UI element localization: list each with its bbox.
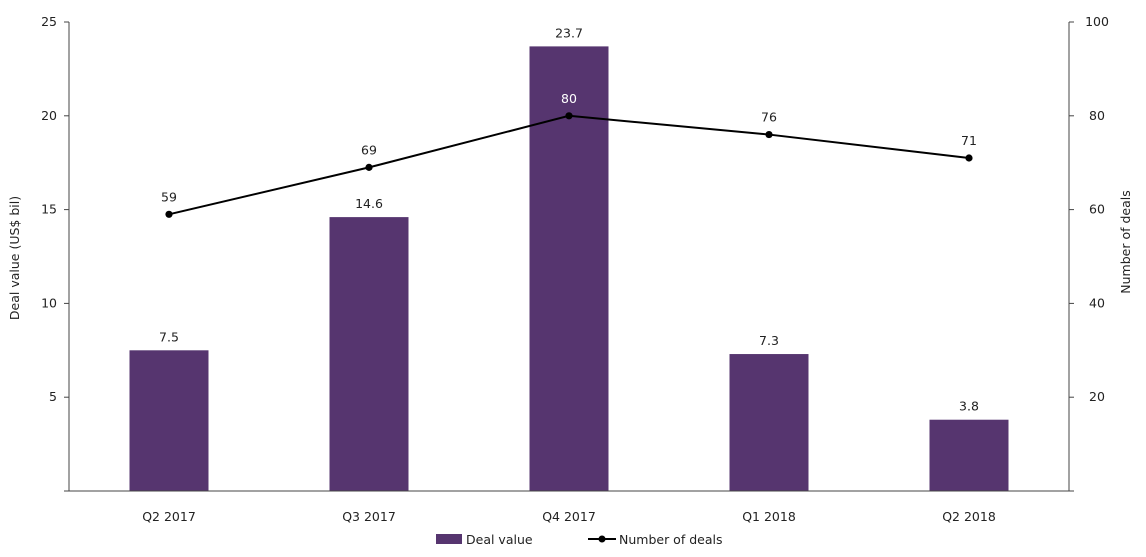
x-axis-tick-label: Q2 2017 <box>142 509 196 524</box>
line-data-label: 69 <box>361 142 377 157</box>
line-point <box>965 154 973 162</box>
bar-data-label: 14.6 <box>355 196 383 211</box>
left-axis-tick-label: 15 <box>41 202 57 217</box>
right-axis-tick-label: 20 <box>1089 389 1105 404</box>
right-axis-title: Number of deals <box>1118 190 1133 293</box>
bar-deal-value <box>929 419 1009 491</box>
right-axis-tick-label: 80 <box>1089 108 1105 123</box>
x-axis-tick-label: Q3 2017 <box>342 509 396 524</box>
right-axis-tick-label: 60 <box>1089 202 1105 217</box>
left-axis-tick-label: 10 <box>41 295 57 310</box>
legend-swatch-deal-value <box>436 534 462 544</box>
line-data-label: 71 <box>961 133 977 148</box>
line-series: 59 69 80 76 71 <box>161 91 977 218</box>
line-point <box>165 210 173 218</box>
legend-label-deal-value: Deal value <box>466 532 533 547</box>
line-point <box>765 130 773 139</box>
bar-data-label: 3.8 <box>959 399 979 414</box>
legend: Deal value Number of deals <box>436 532 722 547</box>
bar-deal-value <box>129 350 209 491</box>
line-point <box>365 163 373 171</box>
bar-data-label: 7.3 <box>759 333 779 348</box>
line-data-label: 80 <box>561 91 577 106</box>
right-axis-tick-label: 100 <box>1085 14 1109 29</box>
bar-data-label: 7.5 <box>159 329 179 344</box>
bar-data-label: 23.7 <box>555 25 583 40</box>
bar-deal-value <box>329 217 409 491</box>
axes: 5 10 15 20 25 20 40 60 80 100 Q2 2017 Q3 2017 Q4 201… <box>41 14 1109 524</box>
left-axis-tick-label: 25 <box>41 14 57 29</box>
line-point <box>565 112 573 120</box>
legend-marker-number-of-deals <box>598 535 606 543</box>
right-axis-tick-label: 40 <box>1089 295 1105 310</box>
left-axis-tick-label: 20 <box>41 108 57 123</box>
bar-deal-value <box>529 46 609 491</box>
line-data-label: 59 <box>161 189 177 204</box>
left-axis-title: Deal value (US$ bil) <box>7 196 22 320</box>
bar-deal-value <box>729 354 809 491</box>
x-axis-tick-label: Q1 2018 <box>742 509 796 524</box>
left-axis-tick-label: 5 <box>49 389 57 404</box>
line-data-label: 76 <box>761 110 777 125</box>
legend-label-number-of-deals: Number of deals <box>619 532 722 547</box>
bar-series: 7.5 14.6 23.7 7.3 3.8 <box>129 25 1009 491</box>
x-axis-tick-label: Q2 2018 <box>942 509 996 524</box>
x-axis-tick-label: Q4 2017 <box>542 509 596 524</box>
